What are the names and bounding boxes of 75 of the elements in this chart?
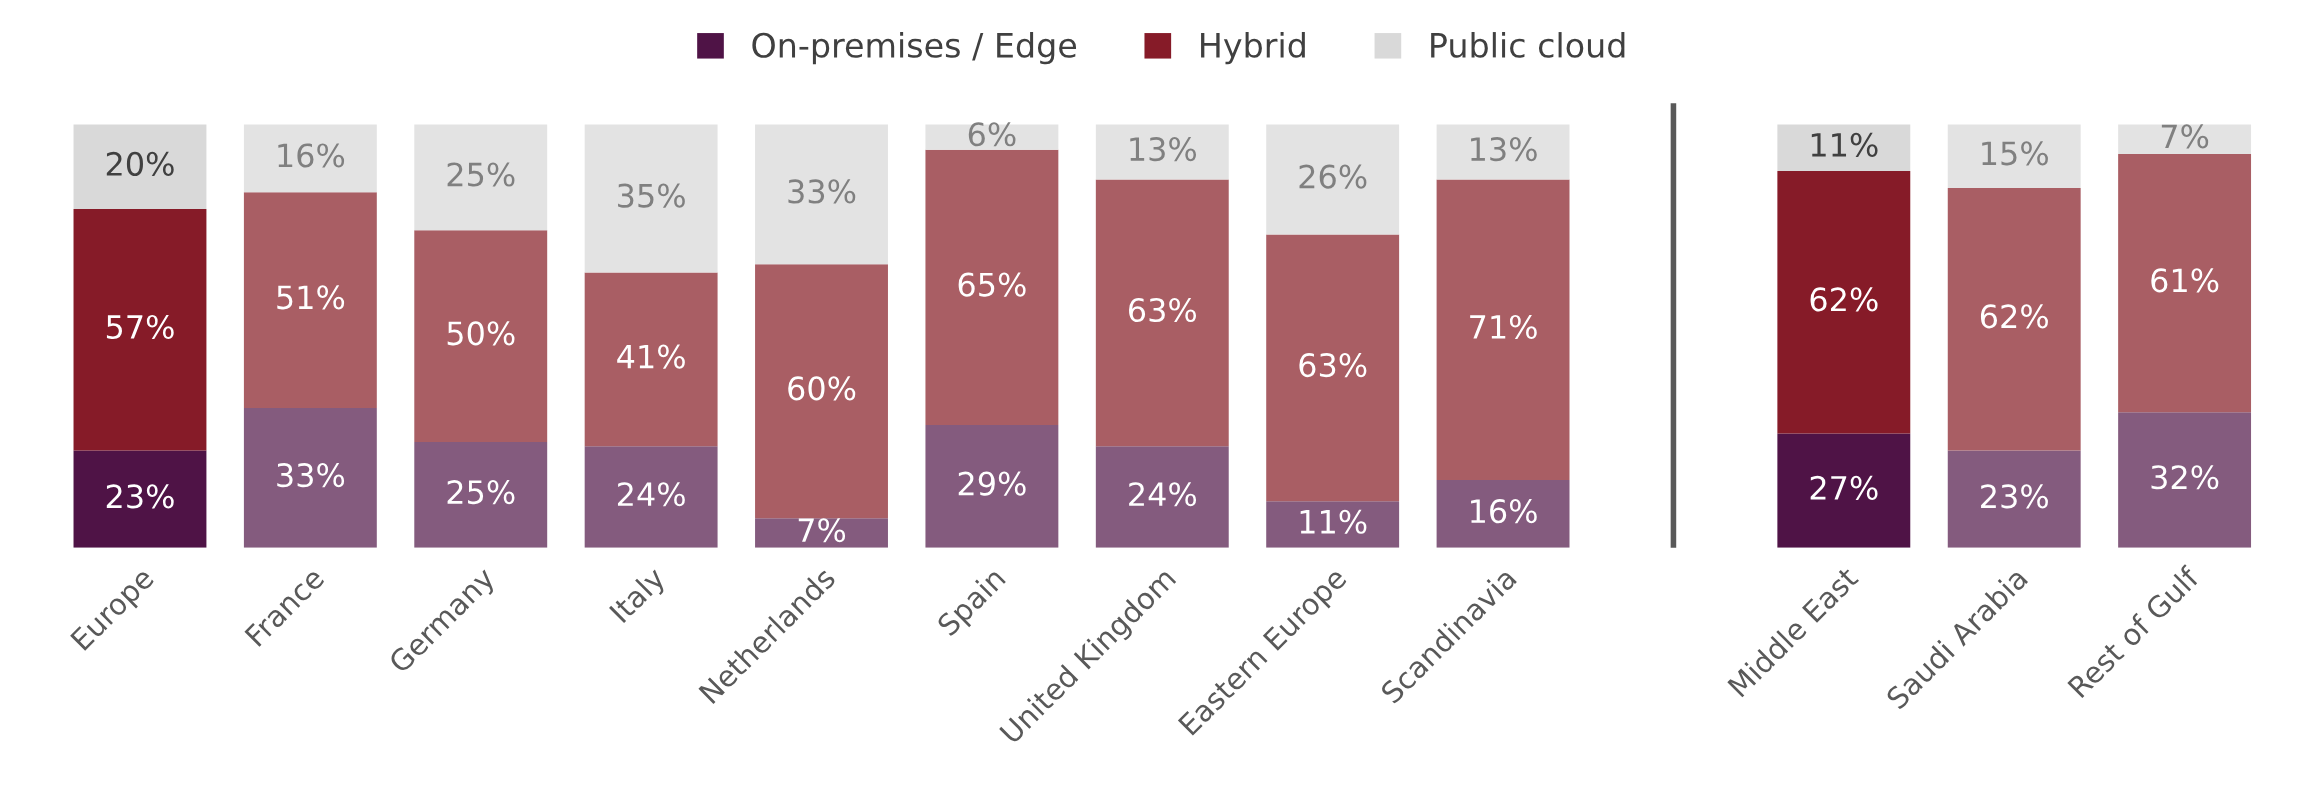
bar bbox=[1947, 124, 2081, 188]
bar bbox=[925, 425, 1059, 548]
bar bbox=[73, 450, 207, 548]
data-label: 62% bbox=[1980, 304, 2048, 329]
legend-label: On-premises / Edge bbox=[752, 32, 1077, 65]
bar bbox=[925, 149, 1059, 426]
data-label: 23% bbox=[106, 484, 174, 509]
bar bbox=[1095, 179, 1229, 447]
bar bbox=[243, 192, 377, 409]
bar bbox=[2118, 154, 2252, 413]
data-label: 13% bbox=[1130, 137, 1197, 162]
bar bbox=[73, 124, 207, 210]
bar bbox=[1947, 450, 2081, 548]
data-label: 13% bbox=[1471, 137, 1537, 162]
data-label: 33% bbox=[277, 463, 345, 488]
data-label: 51% bbox=[277, 285, 345, 310]
bar bbox=[1947, 187, 2081, 451]
data-label: 7% bbox=[2161, 124, 2209, 149]
bar bbox=[243, 408, 377, 548]
bar bbox=[1095, 124, 1229, 180]
bar bbox=[414, 441, 548, 548]
bar bbox=[1777, 170, 1911, 434]
data-label: 41% bbox=[617, 344, 685, 369]
bar bbox=[243, 124, 377, 193]
data-label: 62% bbox=[1810, 287, 1878, 312]
bar bbox=[73, 209, 207, 451]
data-label: 35% bbox=[618, 183, 685, 208]
data-label: 63% bbox=[1129, 297, 1197, 323]
data-label: 26% bbox=[1299, 164, 1367, 189]
bar bbox=[1266, 124, 1400, 235]
bar bbox=[1436, 480, 1570, 548]
bar bbox=[584, 124, 718, 273]
bar bbox=[755, 264, 888, 519]
bar bbox=[1777, 124, 1911, 171]
data-label: 23% bbox=[1981, 484, 2048, 509]
data-label: 15% bbox=[1982, 141, 2048, 166]
data-label: 25% bbox=[447, 162, 515, 187]
legend-label: Hybrid bbox=[1201, 32, 1305, 65]
bar bbox=[584, 446, 718, 548]
bar bbox=[1266, 501, 1400, 548]
bar bbox=[584, 272, 718, 447]
data-label: 7% bbox=[798, 518, 846, 543]
data-label: 57% bbox=[106, 314, 174, 340]
data-label: 61% bbox=[2151, 268, 2219, 293]
bar bbox=[1436, 179, 1570, 481]
bar bbox=[755, 124, 888, 265]
data-label: 11% bbox=[1300, 509, 1367, 534]
data-label: 25% bbox=[447, 480, 515, 505]
bar bbox=[1777, 433, 1911, 548]
bar bbox=[2118, 412, 2252, 548]
data-label: 71% bbox=[1470, 314, 1537, 340]
data-label: 24% bbox=[1129, 482, 1197, 507]
data-label: 29% bbox=[958, 471, 1026, 496]
bar bbox=[414, 124, 548, 231]
data-label: 33% bbox=[788, 179, 856, 204]
bar bbox=[414, 230, 548, 442]
data-label: 16% bbox=[278, 143, 345, 168]
data-label: 16% bbox=[1471, 499, 1537, 524]
bar bbox=[755, 518, 888, 548]
data-label: 32% bbox=[2151, 465, 2219, 490]
data-label: 63% bbox=[1299, 352, 1367, 378]
data-label: 20% bbox=[106, 151, 174, 177]
data-label: 50% bbox=[447, 321, 515, 346]
data-label: 11% bbox=[1811, 132, 1878, 157]
data-label: 6% bbox=[968, 122, 1016, 147]
data-label: 65% bbox=[958, 272, 1026, 297]
bar bbox=[2118, 124, 2252, 155]
legend-label: Public cloud bbox=[1431, 32, 1625, 58]
bar bbox=[1266, 234, 1400, 502]
bar bbox=[925, 124, 1059, 150]
bar bbox=[1436, 124, 1570, 180]
data-label: 60% bbox=[788, 376, 856, 401]
data-label: 24% bbox=[617, 482, 685, 507]
bar bbox=[1095, 446, 1229, 548]
data-label: 27% bbox=[1810, 475, 1878, 500]
